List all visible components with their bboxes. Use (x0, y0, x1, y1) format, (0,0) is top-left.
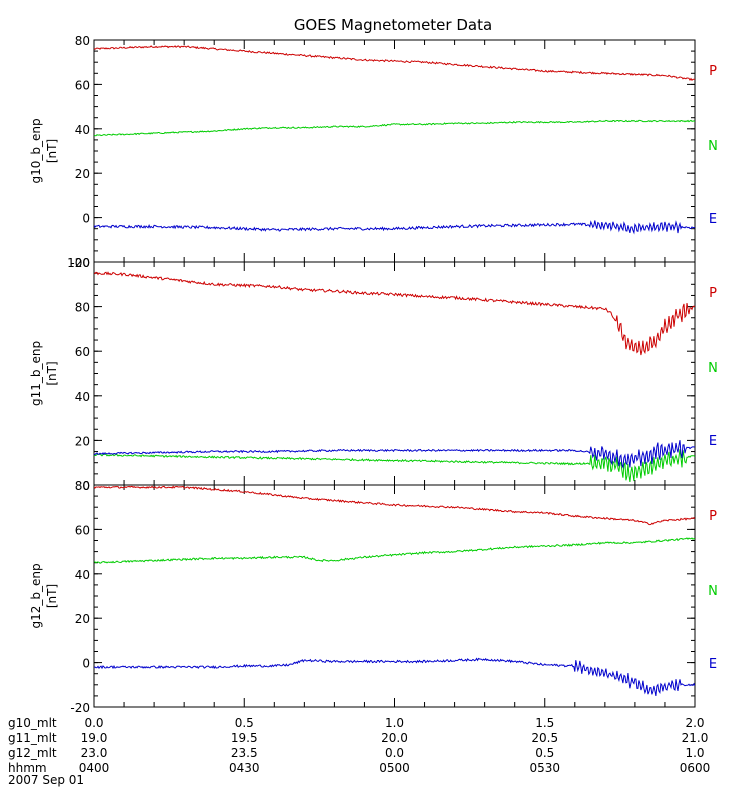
y-axis-unit: [nT] (45, 361, 59, 385)
y-axis-unit: [nT] (45, 139, 59, 163)
y-tick-label: 60 (75, 78, 90, 92)
chart-title: GOES Magnetometer Data (294, 16, 492, 34)
bottom-row-label: g10_mlt (8, 716, 57, 730)
legend-n: N (708, 139, 718, 154)
y-tick-label: 0 (82, 212, 90, 226)
panel-1: 80 60 40 20 0 -20 g10_b_enp [nT] P N E (29, 34, 718, 270)
legend-e: E (709, 657, 717, 672)
series-line-p (94, 271, 695, 356)
bottom-row-value: 20.0 (381, 731, 408, 745)
series-line-n (94, 119, 695, 137)
y-tick-label: 0 (82, 479, 90, 493)
legend-e: E (709, 212, 717, 227)
bottom-row-value: 1.0 (385, 716, 404, 730)
bottom-axis-labels: g10_mlt 0.0 0.5 1.0 1.5 2.0 g11_mlt 19.0 19.5 20.… (8, 716, 710, 775)
date-label: 2007 Sep 01 (8, 773, 84, 787)
bottom-row-value: 1.5 (535, 716, 554, 730)
bottom-row-value: 20.5 (531, 731, 558, 745)
bottom-row-value: 19.5 (231, 731, 258, 745)
bottom-row-value: 0600 (680, 761, 711, 775)
legend-p: P (709, 286, 717, 301)
series-line-n (94, 537, 695, 564)
y-tick-label: 80 (75, 479, 90, 493)
bottom-row-value: 21.0 (682, 731, 709, 745)
bottom-row-value: 0430 (229, 761, 260, 775)
bottom-row-value: 0.5 (535, 746, 554, 760)
y-tick-label: 40 (75, 123, 90, 137)
bottom-row-value: 0530 (529, 761, 560, 775)
y-tick-label: 60 (75, 345, 90, 359)
series-line-p (94, 485, 695, 526)
series-line-e (94, 220, 695, 235)
legend-n: N (708, 584, 718, 599)
y-axis-unit: [nT] (45, 584, 59, 608)
panel-3: 80 60 40 20 0 -20 g12_b_enp [nT] P N E (29, 479, 718, 715)
y-axis-label: g10_b_enp (29, 118, 43, 183)
bottom-row-value: 0.0 (385, 746, 404, 760)
legend-n: N (708, 361, 718, 376)
y-tick-label: 20 (75, 434, 90, 448)
bottom-row-value: 0400 (79, 761, 110, 775)
bottom-row-value: 19.0 (81, 731, 108, 745)
bottom-row-value: 2.0 (685, 716, 704, 730)
y-tick-label: 20 (75, 167, 90, 181)
bottom-row-value: 0.0 (84, 716, 103, 730)
y-tick-label: 40 (75, 568, 90, 582)
panel-2: 100 80 60 40 20 0 g11_b_enp [nT] P N E (29, 256, 718, 493)
y-tick-label: 80 (75, 301, 90, 315)
bottom-row-label: g12_mlt (8, 746, 57, 760)
bottom-row-value: 0.5 (235, 716, 254, 730)
y-axis-label: g12_b_enp (29, 563, 43, 628)
legend-e: E (709, 434, 717, 449)
y-tick-label: 40 (75, 390, 90, 404)
series-line-e (94, 440, 695, 469)
y-tick-label: 80 (75, 34, 90, 48)
bottom-row-label: g11_mlt (8, 731, 57, 745)
y-tick-label: 0 (82, 657, 90, 671)
series-line-e (94, 657, 695, 696)
y-tick-label: 60 (75, 523, 90, 537)
bottom-row-label: hhmm (8, 761, 47, 775)
bottom-row-value: 23.0 (81, 746, 108, 760)
bottom-row-value: 23.5 (231, 746, 258, 760)
y-tick-label: -20 (70, 256, 90, 270)
series-line-n (94, 449, 695, 482)
legend-p: P (709, 509, 717, 524)
bottom-row-value: 0500 (379, 761, 410, 775)
y-tick-label: -20 (70, 701, 90, 715)
y-tick-label: 20 (75, 612, 90, 626)
bottom-row-value: 1.0 (685, 746, 704, 760)
legend-p: P (709, 64, 717, 79)
y-axis-label: g11_b_enp (29, 341, 43, 406)
y-tick-label: 100 (67, 256, 90, 270)
series-line-p (94, 45, 695, 82)
